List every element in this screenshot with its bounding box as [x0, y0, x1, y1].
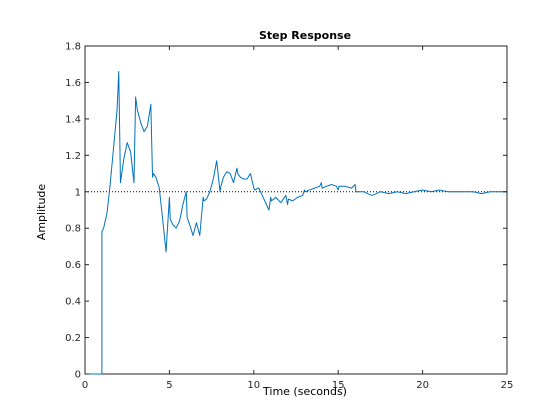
chart-title: Step Response	[259, 29, 351, 42]
plot-area	[84, 45, 508, 375]
y-axis-label: Amplitude	[35, 184, 48, 241]
x-tick-label: 15	[332, 380, 345, 391]
y-tick-label: 0.6	[65, 260, 81, 271]
series-group	[85, 71, 507, 375]
y-tick-label: 1.4	[65, 114, 81, 125]
y-tick-label: 1.8	[65, 42, 81, 53]
y-tick-label: 0.8	[65, 224, 81, 235]
y-tick-label: 0.2	[65, 333, 81, 344]
y-tick-label: 1.2	[65, 151, 81, 162]
x-axis-label: Time (seconds)	[262, 385, 347, 398]
x-tick-label: 5	[166, 380, 172, 391]
y-tick-label: 1.6	[65, 78, 81, 89]
y-tick-label: 1	[75, 187, 81, 198]
x-axis-ticks: 0 5 10 15 20 25	[82, 46, 514, 391]
y-tick-label: 0.4	[65, 297, 81, 308]
y-tick-label: 0	[75, 370, 81, 381]
step-response-line	[85, 71, 507, 375]
x-tick-label: 20	[416, 380, 429, 391]
x-tick-label: 10	[247, 380, 260, 391]
x-tick-label: 0	[82, 380, 88, 391]
x-tick-label: 25	[501, 380, 514, 391]
y-axis-ticks: 0 0.2 0.4 0.6 0.8 1 1.2 1.4 1.6 1.8	[65, 42, 507, 381]
